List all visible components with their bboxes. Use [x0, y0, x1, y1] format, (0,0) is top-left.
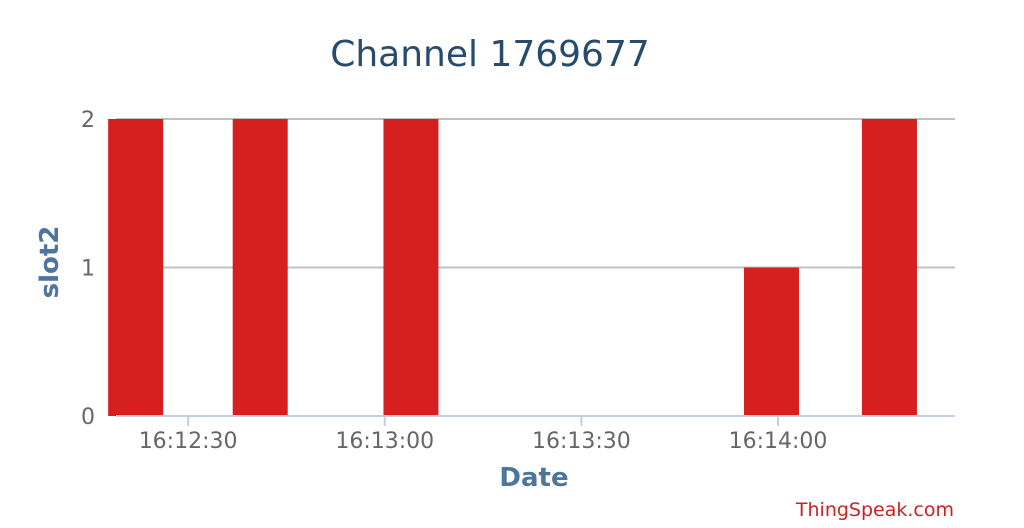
bar[interactable]	[108, 119, 164, 416]
bar[interactable]	[743, 267, 799, 417]
bar[interactable]	[383, 119, 439, 416]
x-tick-label: 16:13:00	[335, 429, 434, 454]
x-tick-label: 16:14:00	[729, 429, 828, 454]
bar[interactable]	[861, 119, 917, 416]
y-tick-label: 2	[81, 108, 95, 133]
x-axis-title: Date	[499, 463, 568, 493]
y-axis: 0 1 2	[81, 108, 95, 430]
chart-title: Channel 1769677	[330, 34, 650, 75]
credit-link[interactable]: ThingSpeak.com	[795, 499, 954, 521]
y-axis-title: slot2	[35, 226, 65, 299]
x-axis: 16:12:30 16:13:00 16:13:30 16:14:00	[139, 416, 828, 454]
bars	[108, 119, 917, 416]
y-tick-label: 0	[81, 405, 95, 430]
x-tick-label: 16:12:30	[139, 429, 238, 454]
y-tick-label: 1	[81, 257, 95, 282]
bar[interactable]	[232, 119, 288, 416]
x-tick-label: 16:13:30	[532, 429, 631, 454]
